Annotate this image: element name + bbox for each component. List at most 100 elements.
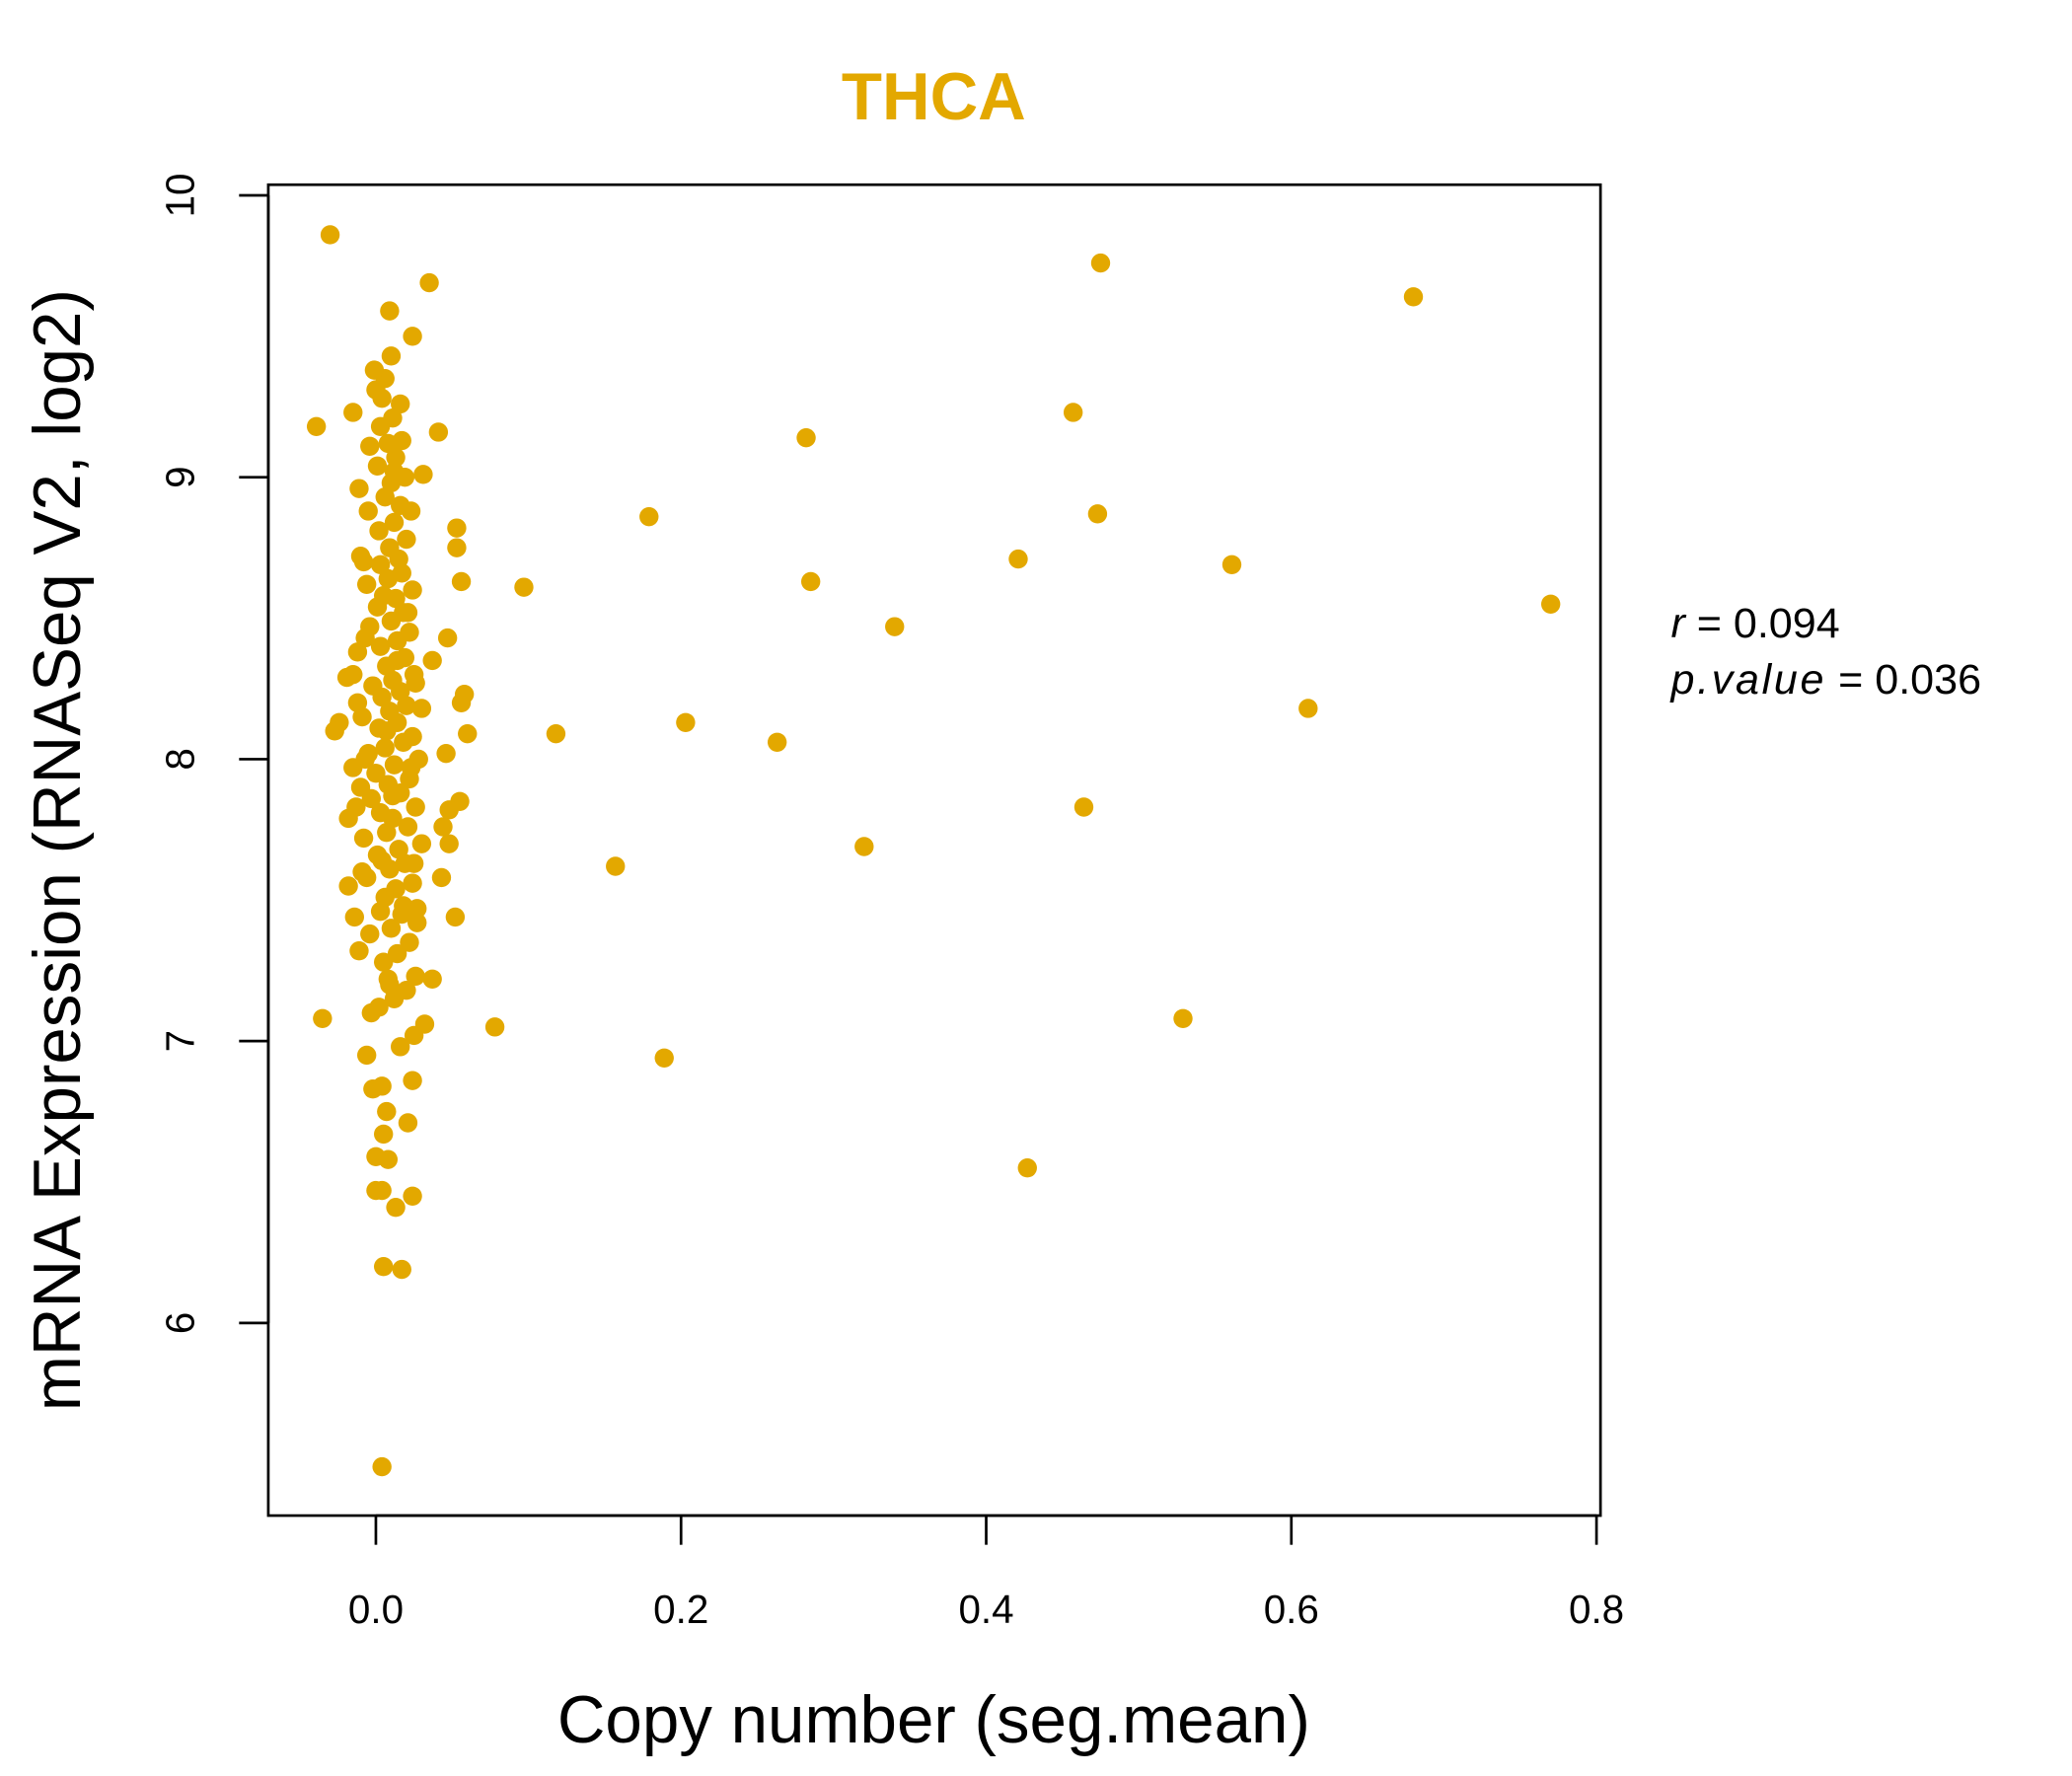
data-point xyxy=(377,721,397,741)
data-point xyxy=(346,797,366,817)
data-point xyxy=(392,430,411,451)
data-point xyxy=(380,538,400,557)
data-point xyxy=(796,428,816,448)
data-point xyxy=(363,1079,383,1099)
data-point xyxy=(384,462,405,481)
data-point xyxy=(400,623,419,642)
data-point xyxy=(403,873,422,893)
points-layer xyxy=(306,225,1561,1477)
data-point xyxy=(1221,555,1242,574)
data-point xyxy=(384,512,405,533)
data-point xyxy=(325,721,344,741)
data-point xyxy=(401,501,421,521)
data-point xyxy=(391,1037,410,1057)
data-point xyxy=(381,919,402,938)
data-point xyxy=(451,693,472,712)
data-point xyxy=(800,571,821,592)
data-point xyxy=(360,436,380,456)
data-point xyxy=(313,1008,333,1028)
data-point xyxy=(383,408,403,428)
data-point xyxy=(447,538,467,557)
data-point xyxy=(397,529,416,550)
y-tick-label: 8 xyxy=(158,748,203,770)
data-point xyxy=(392,904,411,925)
stat-p: p.value = 0.036 xyxy=(1668,656,1981,703)
data-point xyxy=(386,1198,406,1218)
data-point xyxy=(353,552,374,572)
stat-p-label: p.value xyxy=(1668,656,1826,703)
data-point xyxy=(439,800,459,820)
data-point xyxy=(404,853,424,873)
data-point xyxy=(676,712,696,732)
data-point xyxy=(885,617,905,636)
data-point xyxy=(514,577,534,597)
x-axis-label: Copy number (seg.mean) xyxy=(557,1683,1310,1757)
data-point xyxy=(386,879,406,899)
data-point xyxy=(392,1259,411,1280)
data-point xyxy=(338,876,358,896)
data-point xyxy=(546,724,566,744)
data-point xyxy=(369,998,389,1017)
data-point xyxy=(451,571,472,592)
data-point xyxy=(419,272,439,293)
x-axis: 0.0 0.2 0.4 0.6 0.8 xyxy=(348,1514,1624,1632)
data-point xyxy=(370,555,391,574)
data-point xyxy=(401,758,421,777)
data-point xyxy=(406,673,425,693)
data-point xyxy=(411,699,432,718)
x-tick-label: 0.4 xyxy=(958,1587,1013,1632)
data-point xyxy=(370,803,391,823)
data-point xyxy=(406,966,425,987)
data-point xyxy=(384,755,405,775)
plot-frame xyxy=(266,183,1602,1517)
stat-r-value: = 0.094 xyxy=(1697,600,1840,647)
data-point xyxy=(366,1147,386,1166)
data-point xyxy=(445,907,466,927)
data-point xyxy=(484,1017,505,1037)
data-point xyxy=(413,465,433,484)
data-point xyxy=(403,1186,422,1206)
y-tick-label: 10 xyxy=(158,174,203,218)
data-point xyxy=(380,975,400,995)
data-point xyxy=(386,448,406,468)
data-point xyxy=(372,1180,392,1201)
data-point xyxy=(366,764,386,783)
data-point xyxy=(1540,594,1561,614)
y-tick-label: 6 xyxy=(158,1312,203,1334)
data-point xyxy=(407,913,427,932)
stat-r: r = 0.094 xyxy=(1670,600,1839,647)
data-point xyxy=(458,724,478,744)
data-point xyxy=(422,969,442,989)
data-point xyxy=(403,327,422,346)
data-point xyxy=(398,603,418,623)
data-point xyxy=(356,574,377,594)
x-tick-label: 0.6 xyxy=(1264,1587,1319,1632)
data-point xyxy=(389,840,408,859)
data-point xyxy=(403,1071,422,1090)
data-point xyxy=(407,899,427,919)
data-point xyxy=(411,834,432,853)
data-point xyxy=(320,225,340,245)
data-point xyxy=(355,749,375,770)
data-point xyxy=(767,732,787,752)
data-point xyxy=(372,1456,392,1477)
data-point xyxy=(1073,797,1094,817)
data-point xyxy=(1403,287,1424,307)
data-point xyxy=(1087,504,1108,524)
data-point xyxy=(437,628,458,648)
data-point xyxy=(343,403,363,422)
data-point xyxy=(387,943,407,964)
data-point xyxy=(358,501,378,521)
chart-title: THCA xyxy=(842,60,1026,134)
data-point xyxy=(433,817,453,837)
data-point xyxy=(383,785,403,806)
data-point xyxy=(372,851,392,870)
data-point xyxy=(360,924,380,944)
data-point xyxy=(347,693,368,712)
data-point xyxy=(374,952,394,972)
data-point xyxy=(854,837,874,856)
data-point xyxy=(356,1045,377,1066)
data-point xyxy=(369,521,389,541)
stat-p-value: = 0.036 xyxy=(1838,656,1981,703)
data-point xyxy=(370,636,391,656)
